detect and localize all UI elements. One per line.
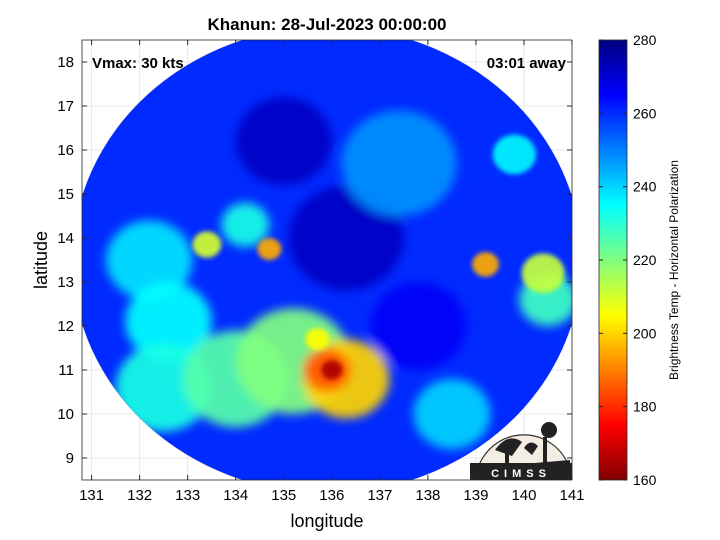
x-tick-label: 131 [79,487,104,504]
y-tick-label: 18 [57,54,74,71]
colorbar-tick-label: 240 [633,179,657,195]
vmax-annotation: Vmax: 30 kts [92,55,184,72]
x-tick-label: 141 [559,487,584,504]
x-tick-label: 137 [367,487,392,504]
cimss-logo: CIMSS [470,422,572,480]
colorbar-tick-label: 280 [633,32,657,48]
x-tick-label: 133 [175,487,200,504]
swath-feature [221,202,270,247]
x-tick-label: 136 [319,487,344,504]
swath-feature [235,97,332,186]
y-tick-label: 13 [57,274,74,291]
swath-feature [288,185,404,291]
y-tick-label: 17 [57,98,74,115]
colorbar-tick-label: 180 [633,399,657,415]
x-tick-label: 134 [223,487,248,504]
swath-feature [370,282,467,370]
colorbar: 160 180 200 220 240 260 280 Brightness Temp - … [598,32,681,488]
swath-feature [257,238,282,260]
colorbar-tick-label: 160 [633,472,657,488]
x-axis-label: longitude [290,511,363,531]
x-axis: 131 132 133 134 135 136 137 138 139 140 141 [79,40,585,504]
x-tick-label: 140 [511,487,536,504]
y-tick-label: 15 [57,186,74,203]
chart-title: Khanun: 28-Jul-2023 00:00:00 [207,15,446,34]
swath-feature [472,252,499,277]
x-tick-label: 139 [463,487,488,504]
y-tick-label: 14 [57,230,74,247]
colorbar-label: Brightness Temp - Horizontal Polarizatio… [667,160,681,380]
y-tick-label: 12 [57,318,74,335]
y-axis-label: latitude [31,231,51,289]
y-axis: 9 10 11 12 13 14 15 16 17 18 [57,54,572,467]
colorbar-gradient [598,39,628,481]
colorbar-tick-label: 260 [633,105,657,121]
y-tick-label: 9 [66,450,74,467]
x-tick-label: 135 [271,487,296,504]
swath-feature [305,328,330,351]
y-tick-label: 11 [58,362,74,379]
y-tick-label: 16 [57,142,74,159]
colorbar-tick-label: 200 [633,325,657,341]
x-tick-label: 138 [415,487,440,504]
swath-feature [521,253,565,293]
swath-feature [413,378,491,450]
logo-text: CIMSS [491,468,551,480]
x-tick-label: 132 [127,487,152,504]
swath-feature [492,134,536,175]
plot-frame [81,39,573,481]
y-tick-label: 10 [57,406,74,423]
swath-feature [192,231,222,258]
swath-disk [82,40,572,480]
swath-feature [321,360,343,380]
brightness-temp-swath [82,40,572,480]
swath-feature [106,220,193,300]
time-away-annotation: 03:01 away [487,55,567,72]
swath-feature [341,110,457,216]
colorbar-tick-label: 220 [633,252,657,268]
swath-feature [125,282,212,362]
